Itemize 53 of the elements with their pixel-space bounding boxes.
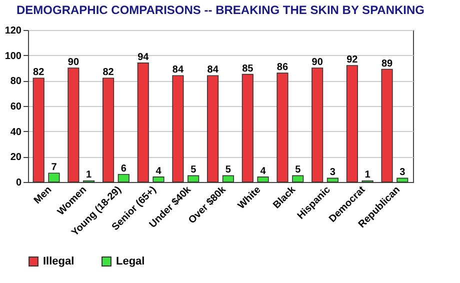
data-label: 5 bbox=[190, 164, 197, 176]
bar bbox=[381, 68, 393, 182]
y-tick-label: 60 bbox=[10, 102, 22, 112]
y-tick-label: 0 bbox=[16, 178, 22, 188]
bar bbox=[172, 75, 184, 182]
data-label: 86 bbox=[276, 62, 288, 74]
bar bbox=[48, 172, 60, 182]
y-tick-label: 100 bbox=[4, 50, 22, 62]
bar bbox=[222, 175, 234, 182]
x-tick-label: Men bbox=[32, 184, 54, 206]
data-label: 82 bbox=[33, 67, 45, 78]
data-label: 5 bbox=[295, 164, 302, 176]
data-label: 85 bbox=[242, 63, 254, 74]
bar bbox=[257, 176, 269, 182]
data-label: 94 bbox=[138, 52, 150, 63]
y-tick-label: 80 bbox=[10, 76, 22, 88]
data-label: 1 bbox=[364, 170, 371, 181]
data-label: 1 bbox=[86, 170, 92, 181]
data-label: 7 bbox=[51, 162, 58, 174]
chart-title: DEMOGRAPHIC COMPARISONS -- BREAKING THE SKIN BY SPANKING bbox=[16, 3, 425, 17]
data-label: 90 bbox=[312, 57, 324, 68]
data-label: 92 bbox=[346, 54, 358, 66]
bar bbox=[137, 62, 149, 182]
bar bbox=[188, 175, 200, 182]
bar bbox=[242, 74, 254, 182]
data-label: 90 bbox=[68, 57, 80, 68]
bar bbox=[292, 175, 304, 182]
bar bbox=[276, 72, 288, 182]
bar bbox=[346, 65, 358, 182]
bar bbox=[396, 178, 408, 182]
bar bbox=[326, 178, 338, 182]
data-label: 6 bbox=[120, 163, 127, 174]
bar bbox=[312, 68, 324, 182]
data-label: 3 bbox=[400, 167, 406, 178]
bar bbox=[118, 174, 130, 182]
data-label: 5 bbox=[225, 164, 232, 176]
bar bbox=[68, 68, 80, 182]
data-label: 4 bbox=[260, 166, 266, 177]
data-label: 89 bbox=[381, 58, 394, 70]
bar bbox=[152, 176, 164, 182]
data-label: 82 bbox=[102, 67, 114, 78]
data-label: 3 bbox=[330, 167, 336, 178]
data-label: 84 bbox=[207, 64, 219, 76]
y-tick-label: 20 bbox=[10, 152, 22, 164]
y-tick-label: 120 bbox=[4, 26, 22, 36]
bar bbox=[102, 78, 114, 182]
legend-label: Legal bbox=[116, 256, 145, 268]
data-label: 84 bbox=[172, 64, 184, 76]
bar bbox=[207, 75, 219, 182]
bar bbox=[32, 78, 44, 182]
data-label: 4 bbox=[156, 166, 162, 177]
y-tick-label: 40 bbox=[10, 126, 22, 138]
legend-label: Illegal bbox=[43, 256, 74, 268]
